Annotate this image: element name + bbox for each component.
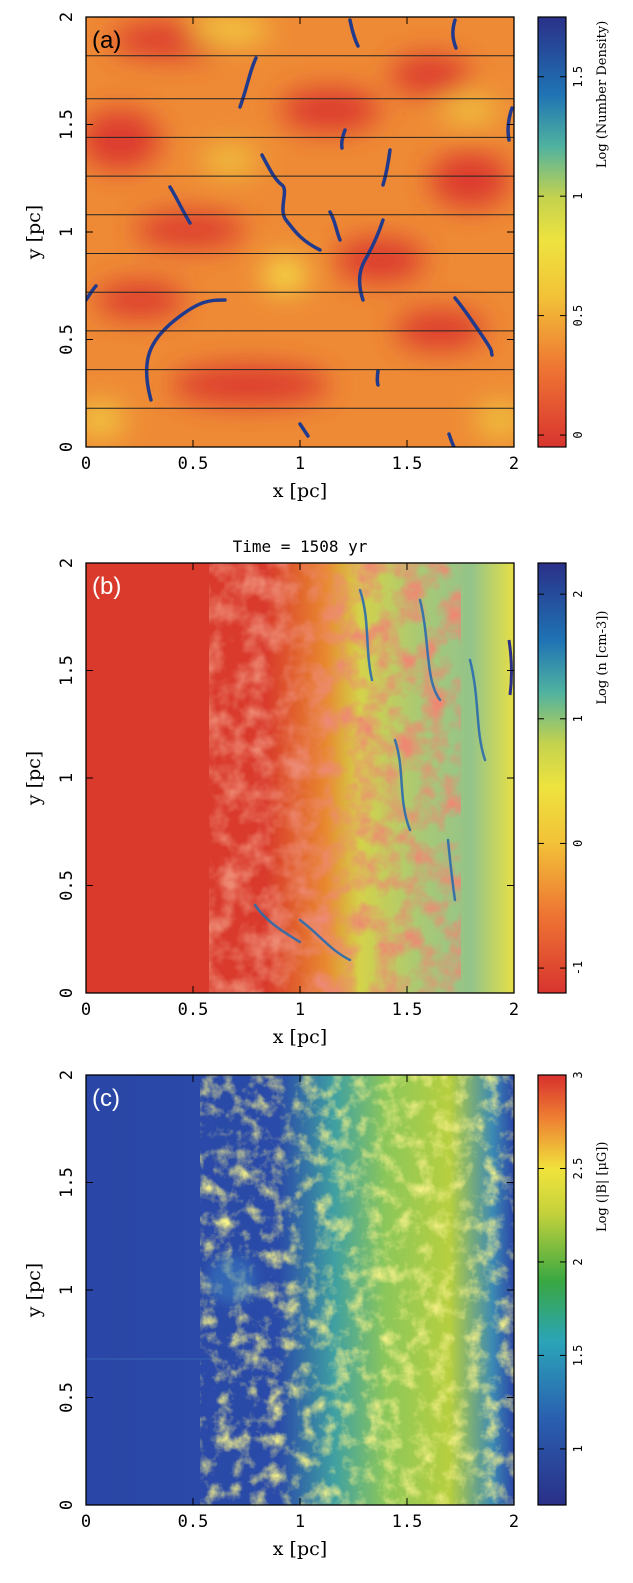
panel-2-cbar-ticklabel-1: 1.5 [571,1345,585,1367]
panel-0-cbar-label: Log (Number Density) [595,21,610,168]
panel-2-ytick-label-4: 2 [57,1070,77,1080]
panel-0-cbar-ticklabel-3: 1.5 [571,66,585,88]
panel-2-cbar-label: Log (|B| [μG]) [595,1142,610,1232]
panel-0-xlabel: x [pc] [273,480,327,502]
panel-2-xtick-label-2: 1 [295,1512,305,1532]
panel-b-heatmap [86,563,514,993]
panel-2-ytick-label-2: 1 [57,1285,77,1295]
panel-2-xtick-label-1: 0.5 [178,1512,209,1532]
panel-1-ytick-label-2: 1 [57,773,77,783]
panel-2-xtick-label-0: 0 [81,1512,91,1532]
panel-1-cbar-ticklabel-1: 0 [571,840,585,847]
panel-2-xtick-label-4: 2 [509,1512,519,1532]
panel-b: (b) Time = 1508 yr [85,537,515,994]
panel-1-xtick-label-3: 1.5 [392,1000,423,1020]
panel-b-label: (b) [92,573,121,600]
panel-1-xtick-label-2: 1 [295,1000,305,1020]
panel-0-xtick-label-4: 2 [509,454,519,474]
panel-1-cbar-ticklabel-0: -1 [571,961,585,975]
panel-a-heatmap [86,17,514,447]
panel-2-ytick-label-0: 0 [57,1500,77,1510]
panel-2-ylabel: y [pc] [23,1263,45,1318]
panel-1-ytick-label-1: 0.5 [57,870,77,901]
panel-0-xtick-label-1: 0.5 [178,454,209,474]
panel-1-xtick-label-1: 0.5 [178,1000,209,1020]
panel-2-cbar-ticklabel-2: 2 [571,1258,585,1265]
panel-2-ytick-label-1: 0.5 [57,1382,77,1413]
panel-1-cbar-ticklabel-3: 2 [571,591,585,598]
panel-0-cbar-ticklabel-0: 0 [571,431,585,438]
panel-1-cbar-label: Log (n [cm-3]) [595,611,610,705]
panel-2-ytick-label-3: 1.5 [57,1167,77,1198]
panel-2-cbar-ticklabel-4: 3 [571,1071,585,1078]
panel-0-xtick-label-0: 0 [81,454,91,474]
panel-0-ytick-label-3: 1.5 [57,109,77,140]
panel-1-ytick-label-4: 2 [57,558,77,568]
panel-0-xtick-label-2: 1 [295,454,305,474]
panel-0-ytick-label-1: 0.5 [57,324,77,355]
panel-1-xtick-label-0: 0 [81,1000,91,1020]
panel-2-colorbar [537,1074,567,1506]
panel-1-xlabel: x [pc] [273,1026,327,1048]
panel-2-cbar-ticklabel-3: 2.5 [571,1158,585,1180]
panel-c-heatmap [86,1075,514,1505]
panel-0-colorbar [537,16,567,448]
panel-1-ylabel: y [pc] [23,751,45,806]
panel-2-xlabel: x [pc] [273,1538,327,1560]
panel-1-ytick-label-0: 0 [57,988,77,998]
panel-0-ytick-label-4: 2 [57,12,77,22]
colorbars-layer: 0 0.5 1 1.5 Log (Number Density) -1 0 1 2 Log (n … [537,16,610,1506]
axes-layer: 0 0.5 1 1.5 2 0 0.5 1 1.5 2 x [pc] y [pc] 0 0.5 1 1.5 2 0… [23,12,519,1560]
panel-2-cbar-ticklabel-0: 1 [571,1445,585,1452]
panel-0-ytick-label-2: 1 [57,227,77,237]
panel-1-xtick-label-4: 2 [509,1000,519,1020]
panel-b-title: Time = 1508 yr [233,537,368,556]
panel-0-ytick-label-0: 0 [57,442,77,452]
panel-a-label: (a) [92,27,121,54]
panel-c: (c) [85,1074,515,1506]
panel-0-ylabel: y [pc] [23,205,45,260]
panel-1-ytick-label-3: 1.5 [57,655,77,686]
panel-1-cbar-ticklabel-2: 1 [571,715,585,722]
panel-0-cbar-ticklabel-1: 0.5 [571,305,585,327]
panel-a: (a) [85,16,515,448]
panel-2-xtick-label-3: 1.5 [392,1512,423,1532]
panel-0-cbar-ticklabel-2: 1 [571,193,585,200]
panel-0-xtick-label-3: 1.5 [392,454,423,474]
panel-c-label: (c) [92,1085,120,1112]
panel-1-colorbar [537,562,567,994]
